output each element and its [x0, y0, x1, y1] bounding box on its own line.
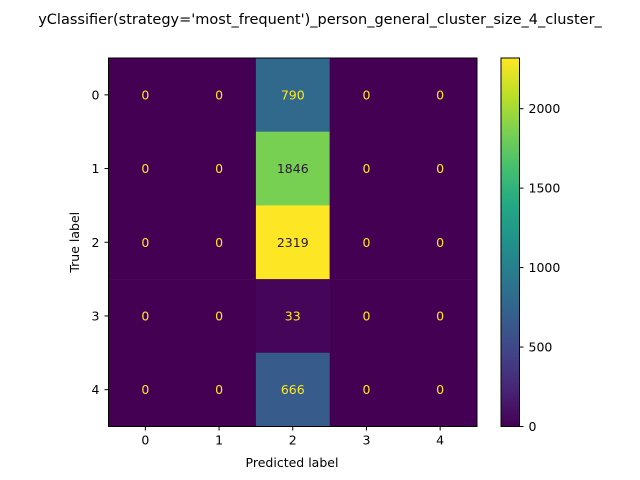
- heatmap-cell: [108, 279, 183, 354]
- y-axis-label: True label: [67, 212, 82, 274]
- heatmap-cell: [182, 352, 257, 427]
- heatmap-cell: [329, 205, 404, 280]
- x-tick-label: 0: [141, 433, 149, 448]
- cell-value-label: 0: [362, 308, 370, 323]
- heatmap-cell: [182, 131, 257, 206]
- cell-value-label: 0: [215, 382, 223, 397]
- x-tick-label: 3: [362, 433, 370, 448]
- cell-value-label: 0: [141, 161, 149, 176]
- cell-value-label: 0: [215, 161, 223, 176]
- cell-value-label: 0: [141, 235, 149, 250]
- cell-value-label: 0: [436, 161, 444, 176]
- cell-value-label: 0: [215, 308, 223, 323]
- heatmap-cell: [108, 205, 183, 280]
- colorbar-tick-label: 500: [529, 340, 553, 355]
- heatmap-cell: [108, 352, 183, 427]
- cell-value-label: 0: [215, 87, 223, 102]
- heatmap-cell: [329, 279, 404, 354]
- heatmap-cell: [403, 279, 478, 354]
- heatmap-cell: [329, 352, 404, 427]
- heatmap-cell: [403, 131, 478, 206]
- cell-value-label: 0: [141, 382, 149, 397]
- colorbar-tick-label: 1500: [529, 181, 561, 196]
- y-tick-label: 2: [92, 235, 100, 250]
- x-tick-label: 4: [436, 433, 444, 448]
- y-tick-label: 0: [92, 87, 100, 102]
- cell-value-label: 1846: [277, 161, 309, 176]
- cell-value-label: 0: [215, 235, 223, 250]
- heatmap-cell: [255, 205, 330, 280]
- cell-value-label: 0: [436, 382, 444, 397]
- heatmap-cell: [108, 131, 183, 206]
- colorbar-tick-label: 1000: [529, 260, 561, 275]
- chart-title: yClassifier(strategy='most_frequent')_pe…: [38, 12, 602, 28]
- colorbar: [501, 58, 520, 427]
- cell-value-label: 0: [362, 161, 370, 176]
- y-tick-label: 1: [92, 161, 100, 176]
- heatmap-cell: [255, 131, 330, 206]
- cell-value-label: 0: [362, 235, 370, 250]
- heatmap-cell: [182, 205, 257, 280]
- heatmap-cell: [108, 58, 183, 132]
- colorbar-tick-label: 2000: [529, 101, 561, 116]
- heatmap-cell: [403, 58, 478, 132]
- cell-value-label: 0: [436, 235, 444, 250]
- cell-value-label: 0: [141, 308, 149, 323]
- heatmap-cell: [182, 58, 257, 132]
- heatmap-cell-labels: 0 0 790 0 0 0 0 1846 0 0 0 0 2319 0 0 0 0 33 0 0 0 0 666 0 0: [141, 87, 444, 397]
- cell-value-label: 0: [362, 382, 370, 397]
- heatmap-cell: [329, 58, 404, 132]
- heatmap-cell: [403, 205, 478, 280]
- cell-value-label: 790: [281, 87, 305, 102]
- y-axis-ticks: 0 1 2 3 4: [92, 87, 109, 397]
- colorbar-frame: [500, 57, 520, 427]
- heatmap-cell: [255, 58, 330, 132]
- heatmap-cell: [255, 352, 330, 427]
- y-tick-label: 4: [92, 382, 100, 397]
- cell-value-label: 0: [141, 87, 149, 102]
- heatmap-cells: [108, 58, 478, 427]
- cell-value-label: 0: [362, 87, 370, 102]
- colorbar-tick-label: 0: [529, 419, 537, 434]
- x-tick-label: 2: [289, 433, 297, 448]
- y-tick-label: 3: [92, 308, 100, 323]
- heatmap-cell: [403, 352, 478, 427]
- heatmap-cell: [182, 279, 257, 354]
- cell-value-label: 2319: [277, 235, 309, 250]
- cell-value-label: 0: [436, 87, 444, 102]
- x-axis-ticks: 0 1 2 3 4: [141, 426, 444, 448]
- colorbar-ticks: 0 500 1000 1500 2000: [519, 101, 561, 434]
- x-axis-label: Predicted label: [246, 455, 339, 470]
- heatmap-cell: [255, 279, 330, 354]
- heatmap-cell: [329, 131, 404, 206]
- cell-value-label: 0: [436, 308, 444, 323]
- cell-value-label: 33: [285, 308, 301, 323]
- cell-value-label: 666: [281, 382, 305, 397]
- x-tick-label: 1: [215, 433, 223, 448]
